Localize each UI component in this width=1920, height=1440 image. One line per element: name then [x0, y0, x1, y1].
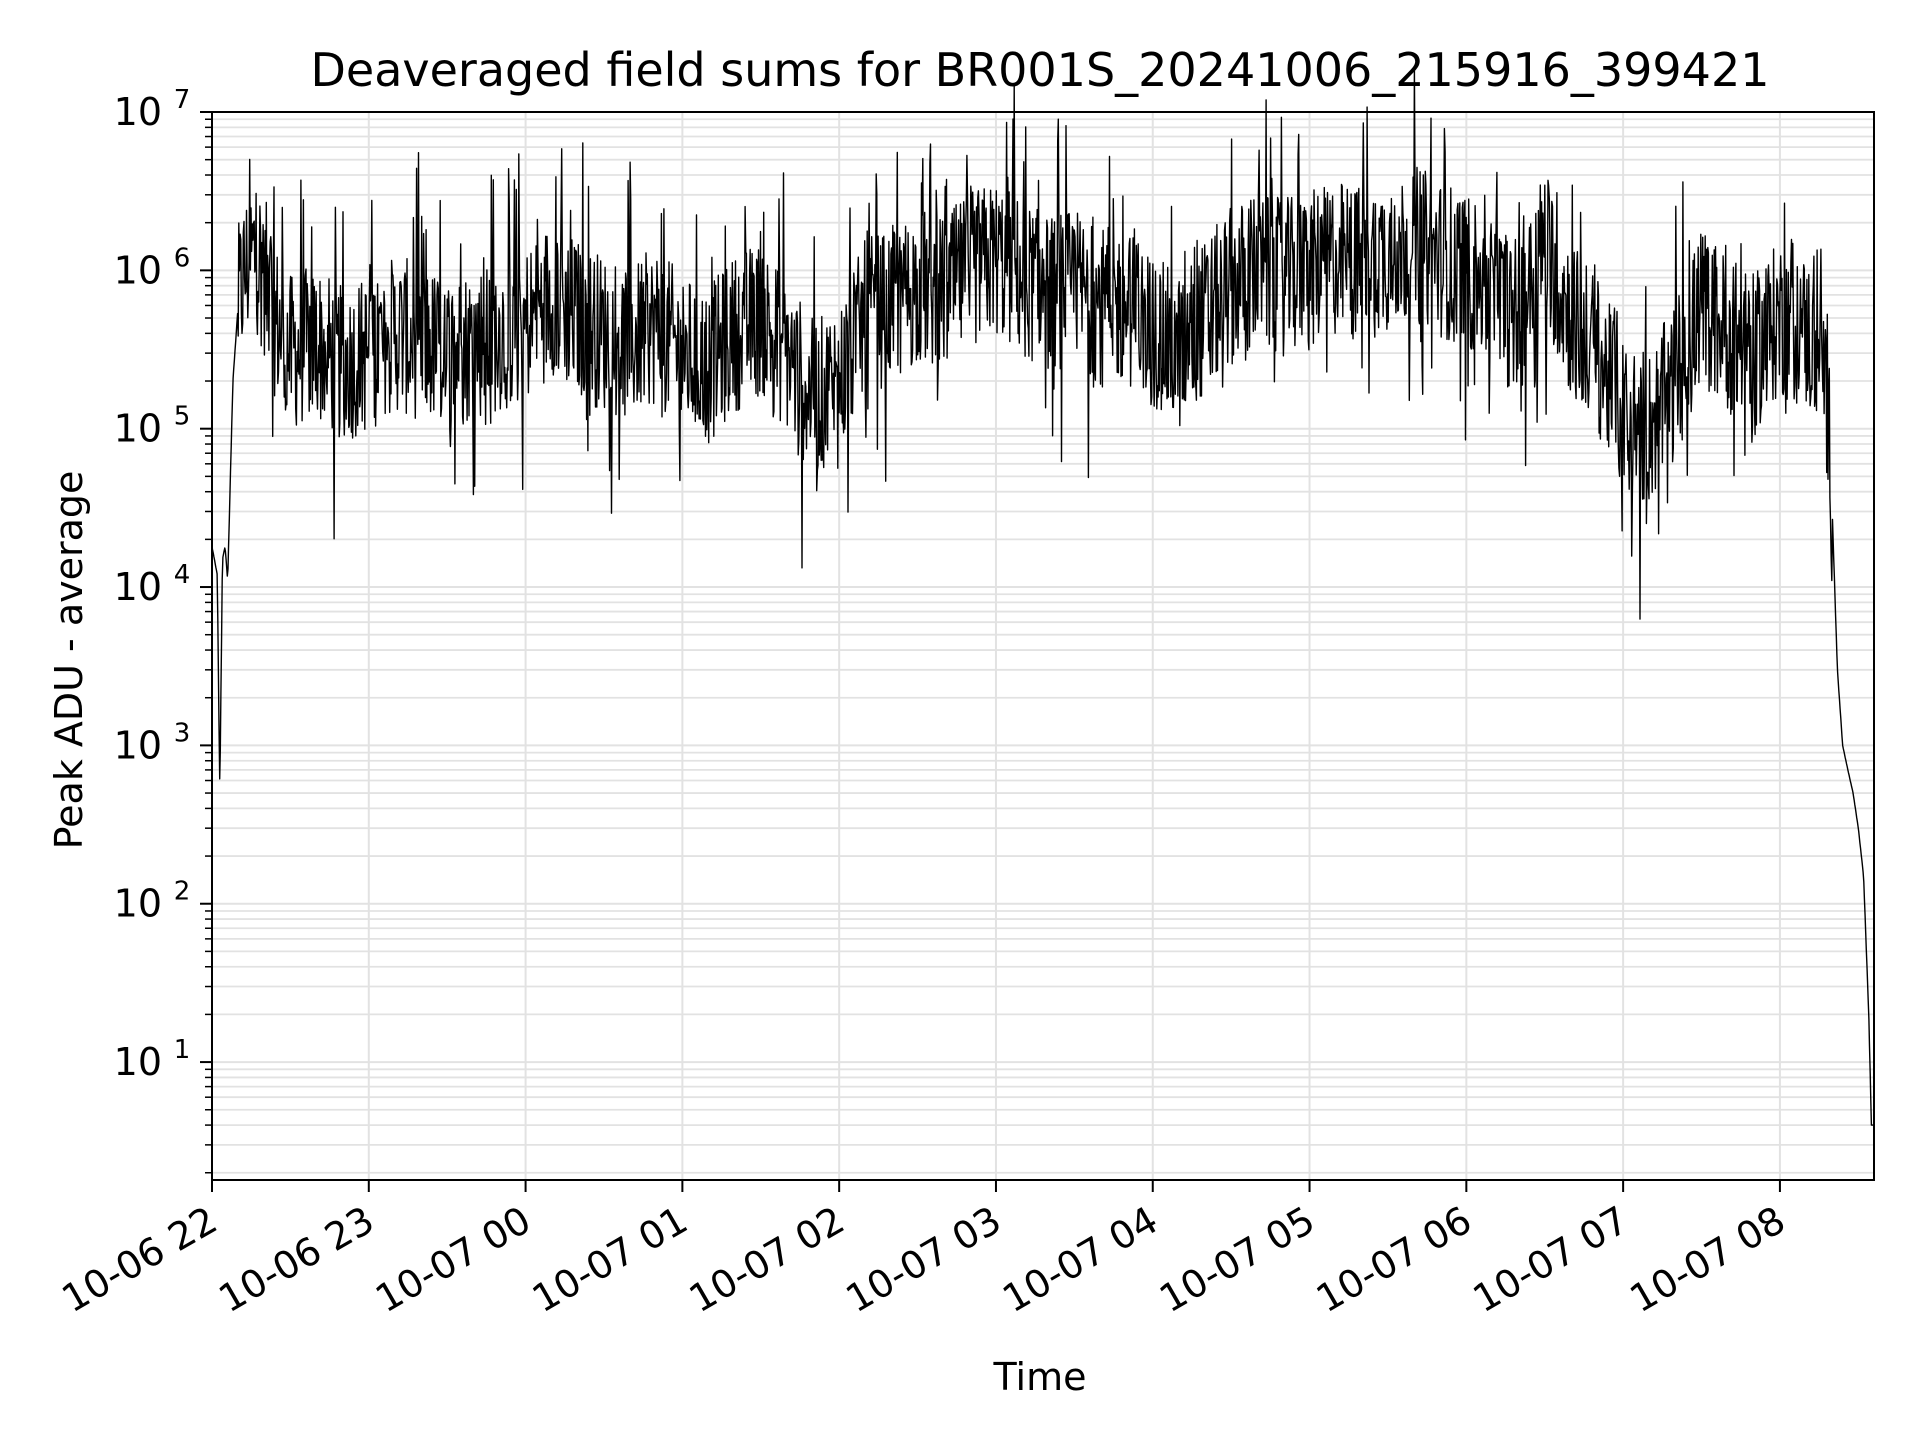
y-tick-exponent: 3	[174, 718, 191, 748]
y-ticks: 10 1 10 2 10 3 10 4 10 5 10 6 10 7	[114, 85, 212, 1174]
y-tick-label: 10	[114, 1040, 162, 1084]
axes	[211, 111, 1875, 1181]
y-tick-exponent: 5	[174, 402, 191, 432]
y-tick-exponent: 1	[174, 1035, 191, 1065]
y-tick-exponent: 2	[174, 877, 191, 907]
y-tick-label: 10	[114, 565, 162, 609]
y-axis-label: Peak ADU - average	[47, 471, 91, 850]
y-tick-exponent: 7	[174, 85, 191, 115]
chart-title: Deaveraged field sums for BR001S_2024100…	[311, 43, 1770, 97]
x-axis-label: Time	[993, 1355, 1087, 1399]
series-line	[211, 65, 1875, 1126]
y-tick-exponent: 4	[174, 560, 191, 590]
y-tick-label: 10	[114, 723, 162, 767]
axes-frame	[211, 111, 1875, 1181]
y-tick-label: 10	[114, 248, 162, 292]
y-tick-label: 10	[114, 90, 162, 134]
y-tick-exponent: 6	[174, 243, 191, 273]
plot-area	[211, 65, 1875, 1126]
y-tick-label: 10	[114, 407, 162, 451]
y-tick-label: 10	[114, 882, 162, 926]
grid	[211, 111, 1874, 1180]
